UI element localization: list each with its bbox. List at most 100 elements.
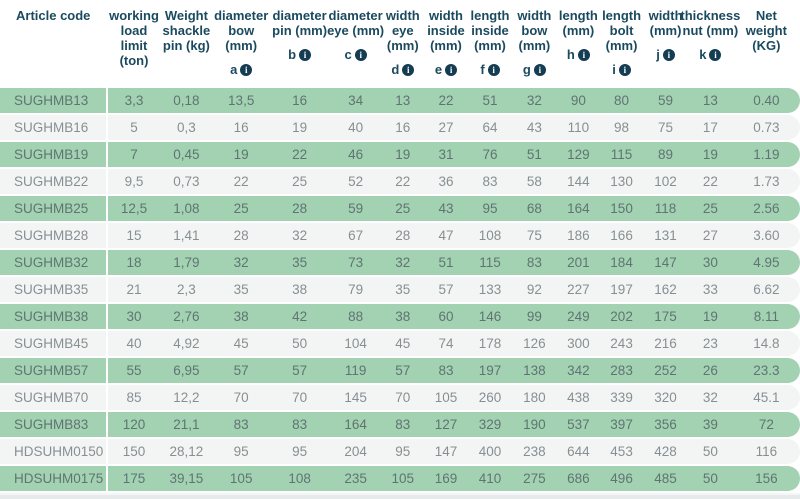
dimension-letter: d bbox=[391, 62, 400, 77]
value-cell-net-weight: 6.62 bbox=[753, 282, 780, 297]
value-cell-width-eye: 22 bbox=[395, 174, 411, 189]
header-line: (mm) bbox=[605, 38, 638, 53]
column-header-diameter-eye: diameter eye (mm) c i bbox=[327, 0, 384, 88]
value-cell-net-weight: 0.40 bbox=[753, 93, 780, 108]
value-cell-width-bow: 92 bbox=[526, 282, 542, 297]
value-cell-length-bolt: 283 bbox=[610, 363, 633, 378]
article-code-cell: SUGHMB38 bbox=[0, 304, 108, 329]
header-line: (mm) bbox=[562, 23, 595, 38]
article-code-cell: SUGHMB16 bbox=[0, 115, 108, 140]
value-cell-diameter-eye: 204 bbox=[344, 444, 367, 459]
value-cell-width-inside: 169 bbox=[434, 471, 458, 486]
table-row: SUGHMB35 21 2,3 35 38 79 35 57 133 92 227 197 162 33 6… bbox=[0, 277, 800, 302]
header-line: inside bbox=[427, 23, 465, 38]
value-cell-diameter-eye: 40 bbox=[348, 120, 364, 135]
value-cell-working-load-limit: 120 bbox=[122, 417, 146, 432]
info-icon[interactable]: i bbox=[533, 63, 546, 76]
article-code-cell: SUGHMB35 bbox=[0, 277, 108, 302]
header-line: Net bbox=[755, 8, 777, 23]
value-cell-diameter-eye: 235 bbox=[344, 471, 367, 486]
value-cell-weight-shackle-pin: 1,41 bbox=[173, 228, 200, 243]
value-cell-weight-shackle-pin: 4,92 bbox=[173, 336, 200, 351]
value-cell-working-load-limit: 15 bbox=[126, 228, 142, 243]
value-cell-width-inside: 51 bbox=[438, 255, 454, 270]
value-cell-length-bolt: 115 bbox=[610, 147, 633, 162]
value-cell-width: 216 bbox=[654, 336, 677, 351]
value-cell-diameter-pin: 95 bbox=[292, 444, 308, 459]
value-cell-net-weight: 23.3 bbox=[753, 363, 780, 378]
value-cell-length: 90 bbox=[570, 93, 586, 108]
value-cell-width-eye: 105 bbox=[391, 471, 415, 486]
info-icon[interactable]: i bbox=[299, 48, 312, 61]
info-icon[interactable]: i bbox=[445, 63, 458, 76]
header-line: Weight bbox=[164, 8, 208, 23]
value-cell-length-bolt: 453 bbox=[610, 444, 633, 459]
value-cell-diameter-bow: 25 bbox=[233, 201, 249, 216]
value-cell-diameter-bow: 95 bbox=[233, 444, 249, 459]
value-cell-width: 162 bbox=[654, 282, 677, 297]
value-cell-diameter-bow: 45 bbox=[233, 336, 249, 351]
header-line: (mm) bbox=[518, 38, 551, 53]
value-cell-thickness-nut: 33 bbox=[702, 282, 718, 297]
value-cell-diameter-bow: 28 bbox=[233, 228, 249, 243]
value-cell-thickness-nut: 17 bbox=[702, 120, 718, 135]
value-cell-width-eye: 13 bbox=[395, 93, 411, 108]
value-cell-working-load-limit: 5 bbox=[130, 120, 138, 135]
info-icon[interactable]: i bbox=[662, 48, 675, 61]
value-cell-width-inside: 60 bbox=[438, 309, 454, 324]
value-cell-width-eye: 28 bbox=[395, 228, 411, 243]
value-cell-thickness-nut: 30 bbox=[702, 255, 718, 270]
info-icon[interactable]: i bbox=[577, 48, 590, 61]
info-icon[interactable]: i bbox=[354, 48, 367, 61]
value-cell-diameter-eye: 59 bbox=[348, 201, 364, 216]
value-cell-width: 102 bbox=[654, 174, 677, 189]
header-line: (mm) bbox=[430, 38, 462, 53]
value-cell-net-weight: 3.60 bbox=[753, 228, 780, 243]
value-cell-width: 59 bbox=[658, 93, 674, 108]
value-cell-diameter-eye: 52 bbox=[348, 174, 364, 189]
table-row: SUGHMB22 9,5 0,73 22 25 52 22 36 83 58 144 130 102 22… bbox=[0, 169, 800, 194]
info-icon[interactable]: i bbox=[709, 48, 722, 61]
value-cell-width-bow: 180 bbox=[523, 390, 546, 405]
table-body: SUGHMB13 3,3 0,18 13,5 16 34 13 22 51 32 90 80 59 13 0… bbox=[0, 88, 800, 491]
value-cell-weight-shackle-pin: 1,79 bbox=[173, 255, 200, 270]
bottom-strip bbox=[0, 493, 800, 499]
value-cell-width-eye: 57 bbox=[395, 363, 411, 378]
value-cell-diameter-eye: 104 bbox=[344, 336, 367, 351]
value-cell-weight-shackle-pin: 0,18 bbox=[173, 93, 200, 108]
value-cell-length-bolt: 197 bbox=[610, 282, 633, 297]
value-cell-thickness-nut: 13 bbox=[702, 93, 718, 108]
value-cell-diameter-pin: 16 bbox=[292, 93, 308, 108]
value-cell-net-weight: 4.95 bbox=[753, 255, 780, 270]
header-line: diameter bbox=[328, 8, 383, 23]
info-icon[interactable]: i bbox=[618, 63, 631, 76]
column-header-width: width (mm) j i bbox=[643, 0, 688, 88]
article-code-cell: HDSUHM0150 bbox=[0, 439, 108, 464]
info-icon[interactable]: i bbox=[402, 63, 415, 76]
value-cell-width-bow: 51 bbox=[526, 147, 542, 162]
value-cell-width-inside: 105 bbox=[434, 390, 458, 405]
dimension-letter: f bbox=[480, 62, 485, 77]
value-cell-width-eye: 35 bbox=[395, 282, 411, 297]
value-cell-length-bolt: 98 bbox=[614, 120, 630, 135]
header-line: nut (mm) bbox=[682, 23, 739, 38]
table-row: SUGHMB25 12,5 1,08 25 28 59 25 43 95 68 164 150 118 2… bbox=[0, 196, 800, 221]
value-cell-length-inside: 197 bbox=[478, 363, 502, 378]
dimension-letter: h bbox=[566, 47, 575, 62]
value-cell-diameter-eye: 67 bbox=[348, 228, 364, 243]
info-icon[interactable]: i bbox=[487, 63, 500, 76]
value-cell-length: 438 bbox=[567, 390, 590, 405]
table-row: SUGHMB83 120 21,1 83 83 164 83 127 329 190 537 397 3… bbox=[0, 412, 800, 437]
header-line: bow bbox=[228, 23, 255, 38]
value-cell-width-eye: 32 bbox=[395, 255, 411, 270]
value-cell-diameter-pin: 83 bbox=[292, 417, 308, 432]
value-cell-width-inside: 43 bbox=[438, 201, 454, 216]
value-cell-length-inside: 83 bbox=[482, 174, 498, 189]
value-cell-width-eye: 19 bbox=[395, 147, 411, 162]
info-icon[interactable]: i bbox=[240, 63, 253, 76]
value-cell-length: 129 bbox=[567, 147, 590, 162]
header-line: pin (kg) bbox=[162, 38, 210, 53]
